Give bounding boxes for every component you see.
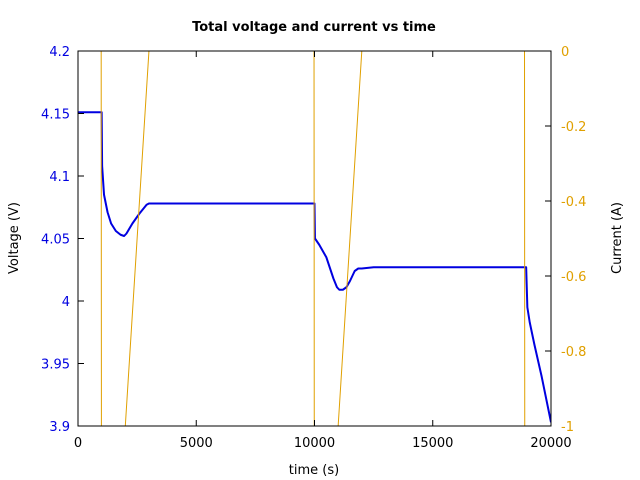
y-tick-label: 4.1 [49, 170, 70, 185]
y-tick-label: 3.95 [41, 358, 70, 373]
y2-tick-label: -0.2 [561, 120, 586, 135]
x-tick-label: 20000 [530, 436, 571, 451]
x-axis-label: time (s) [289, 463, 339, 478]
ticks-layer: 0 5000 10000 15000 20000 3.9 3.95 4 4.05 4.1 4.15 4… [41, 45, 586, 451]
plot-area [78, 51, 551, 426]
chart-title: Total voltage and current vs time [192, 20, 436, 35]
y-tick-label: 4.15 [41, 108, 70, 123]
y-axis-label: Voltage (V) [7, 202, 22, 274]
x-tick-label: 0 [74, 436, 82, 451]
y-tick-label: 4.05 [41, 233, 70, 248]
x-tick-label: 15000 [412, 436, 453, 451]
y-tick-label: 4.2 [49, 45, 70, 60]
y-tick-label: 4 [62, 295, 70, 310]
y2-tick-label: 0 [561, 45, 569, 60]
y2-tick-label: -0.8 [561, 345, 586, 360]
y-tick-label: 3.9 [49, 420, 70, 435]
y2-tick-label: -0.6 [561, 270, 586, 285]
y2-tick-label: -0.4 [561, 195, 586, 210]
series-layer [78, 51, 551, 426]
y2-axis-label: Current (A) [610, 202, 625, 274]
y2-tick-label: -1 [561, 420, 574, 435]
x-tick-label: 5000 [180, 436, 213, 451]
voltage-series-line [78, 111, 551, 423]
x-tick-label: 10000 [294, 436, 335, 451]
